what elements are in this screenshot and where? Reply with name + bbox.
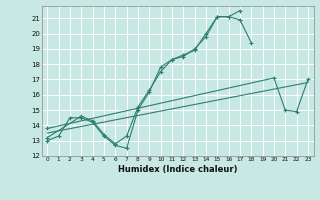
X-axis label: Humidex (Indice chaleur): Humidex (Indice chaleur): [118, 165, 237, 174]
